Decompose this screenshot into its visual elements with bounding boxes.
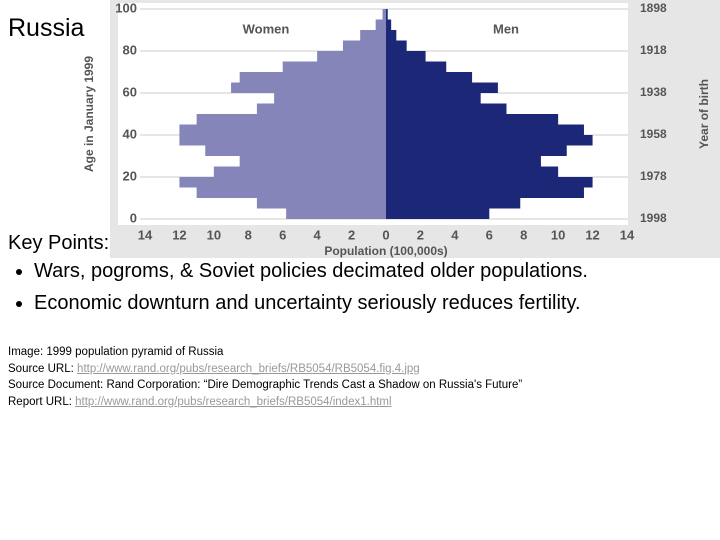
bar: [239, 156, 386, 167]
x-tick-label: 14: [138, 227, 153, 242]
legend-label: Men: [493, 21, 519, 36]
bar: [213, 166, 386, 177]
bar: [375, 19, 386, 30]
bar: [317, 51, 386, 62]
note-label: Source Document:: [8, 379, 104, 391]
bar: [386, 166, 559, 177]
bullet-list: Wars, pogroms, & Soviet policies decimat…: [8, 257, 718, 318]
bar: [386, 40, 407, 51]
bar: [386, 124, 584, 135]
y2-tick-label: 1998: [640, 211, 667, 225]
y-tick-label: 60: [123, 84, 137, 99]
y2-tick-label: 1958: [640, 127, 667, 141]
key-points-heading: Key Points:: [8, 232, 110, 254]
bar: [386, 72, 473, 83]
note: Image: 1999 population pyramid of Russia: [8, 344, 522, 361]
bar: [286, 208, 386, 219]
bar: [256, 198, 386, 209]
x-tick-label: 12: [172, 227, 186, 242]
y2-tick-label: 1978: [640, 169, 667, 183]
bullet: Economic downturn and uncertainty seriou…: [34, 289, 718, 318]
bar: [386, 51, 426, 62]
notes: Image: 1999 population pyramid of Russia…: [8, 344, 522, 410]
bar: [360, 30, 386, 41]
x-tick-label: 10: [551, 227, 565, 242]
bar: [196, 114, 386, 125]
bar: [382, 9, 386, 20]
bar: [386, 30, 397, 41]
x-tick-label: 6: [279, 227, 286, 242]
note: Source URL: http://www.rand.org/pubs/res…: [8, 361, 522, 378]
bar: [342, 40, 386, 51]
bar: [196, 187, 386, 198]
bar: [386, 82, 498, 93]
bar: [386, 19, 392, 30]
x-tick-label: 4: [451, 227, 459, 242]
y-tick-label: 20: [123, 168, 137, 183]
note-label: Source URL:: [8, 362, 74, 375]
x-tick-label: 8: [245, 227, 252, 242]
bar: [274, 93, 386, 104]
link[interactable]: http://www.rand.org/pubs/research_briefs…: [75, 395, 392, 408]
x-tick-label: 8: [520, 227, 527, 242]
slide-title: Russia: [8, 14, 85, 42]
bar: [239, 72, 386, 83]
note: Report URL: http://www.rand.org/pubs/res…: [8, 394, 522, 411]
bar: [386, 187, 584, 198]
bar: [205, 145, 386, 156]
bar: [386, 9, 388, 20]
note-label: Image:: [8, 346, 44, 358]
bar: [179, 177, 386, 188]
chart: 020406080100199819781958193819181898Wome…: [82, 0, 720, 258]
bullet: Wars, pogroms, & Soviet policies decimat…: [34, 257, 718, 286]
bar: [386, 156, 541, 167]
bar: [386, 208, 490, 219]
x-tick-label: 12: [585, 227, 599, 242]
y2-tick-label: 1918: [640, 43, 667, 57]
bar: [179, 124, 386, 135]
bar: [386, 61, 447, 72]
y2-axis-label: Year of birth: [697, 79, 711, 149]
link[interactable]: http://www.rand.org/pubs/research_briefs…: [77, 362, 420, 375]
x-tick-label: 4: [314, 227, 322, 242]
y-tick-label: 80: [123, 42, 137, 57]
x-tick-label: 0: [382, 227, 389, 242]
bar: [179, 135, 386, 146]
x-tick-label: 2: [348, 227, 355, 242]
bar: [256, 103, 386, 114]
y-tick-label: 100: [115, 0, 137, 15]
bar: [386, 114, 559, 125]
bar: [386, 135, 593, 146]
bar: [386, 103, 507, 114]
x-tick-label: 6: [486, 227, 493, 242]
note-text: Rand Corporation: “Dire Demographic Tren…: [106, 379, 523, 391]
bar: [386, 198, 521, 209]
y-tick-label: 0: [130, 210, 137, 225]
bar: [231, 82, 386, 93]
y-axis-label: Age in January 1999: [82, 56, 96, 172]
note: Source Document: Rand Corporation: “Dire…: [8, 377, 522, 394]
y-tick-label: 40: [123, 126, 137, 141]
legend-label: Women: [243, 21, 290, 36]
y2-tick-label: 1938: [640, 85, 667, 99]
key-points: Key Points: Wars, pogroms, & Soviet poli…: [8, 232, 718, 321]
x-tick-label: 10: [207, 227, 221, 242]
x-tick-label: 2: [417, 227, 424, 242]
y2-tick-label: 1898: [640, 1, 667, 15]
x-tick-label: 14: [620, 227, 635, 242]
bar: [282, 61, 386, 72]
bar: [386, 145, 567, 156]
note-label: Report URL:: [8, 395, 72, 408]
bar: [386, 93, 481, 104]
note-text: 1999 population pyramid of Russia: [46, 346, 224, 358]
x-axis-label: Population (100,000s): [324, 244, 447, 258]
bar: [386, 177, 593, 188]
